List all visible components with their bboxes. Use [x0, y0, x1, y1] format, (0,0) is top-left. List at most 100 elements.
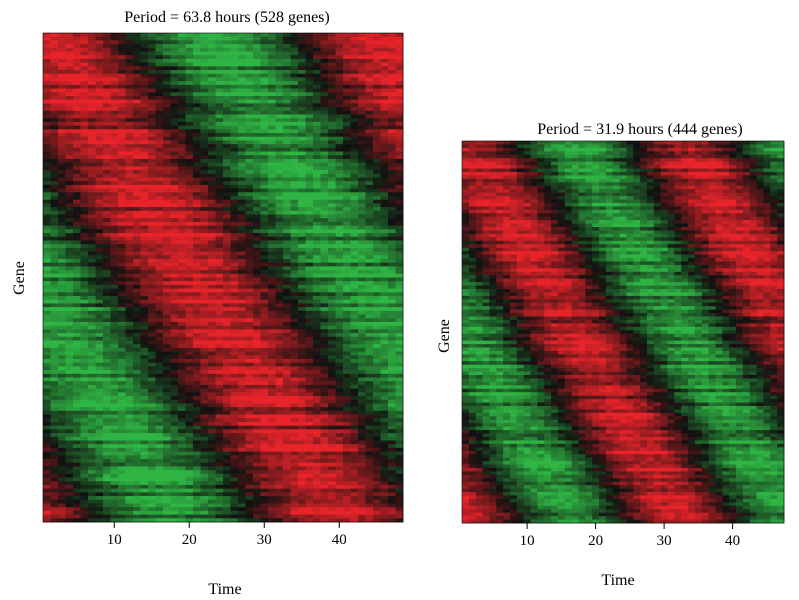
heatmap-cell: [245, 99, 254, 104]
heatmap-cell: [358, 366, 366, 371]
heatmap-cell: [125, 396, 134, 401]
heatmap-cell: [305, 62, 314, 67]
heatmap-cell: [178, 207, 186, 212]
heatmap-cell: [380, 181, 389, 186]
heatmap-cell: [275, 233, 284, 238]
heatmap-cell: [290, 199, 299, 204]
heatmap-cell: [373, 81, 381, 86]
heatmap-cell: [80, 99, 89, 104]
heatmap-cell: [388, 218, 396, 223]
heatmap-cell: [155, 225, 164, 230]
heatmap-cell: [163, 166, 171, 171]
heatmap-cell: [245, 281, 254, 286]
heatmap-cell: [50, 173, 59, 178]
heatmap-cell: [50, 36, 59, 41]
heatmap-cell: [380, 218, 389, 223]
heatmap-cell: [208, 396, 216, 401]
heatmap-cell: [50, 318, 59, 323]
heatmap-cell: [215, 36, 224, 41]
heatmap-cell: [58, 284, 66, 290]
heatmap-cell: [50, 47, 59, 52]
heatmap-cell: [133, 181, 141, 186]
heatmap-cell: [140, 307, 149, 312]
heatmap-cell: [155, 170, 164, 175]
heatmap-cell: [223, 40, 231, 45]
heatmap-cell: [388, 95, 396, 101]
heatmap-cell: [283, 118, 291, 123]
heatmap-cell: [193, 355, 201, 360]
heatmap-cell: [110, 340, 119, 345]
heatmap-cell: [170, 299, 179, 304]
heatmap-cell: [125, 384, 134, 390]
heatmap-cell: [163, 410, 171, 415]
heatmap-cell: [200, 266, 209, 271]
heatmap-cell: [58, 381, 66, 386]
heatmap-cell: [335, 258, 344, 264]
heatmap-cell: [275, 333, 284, 338]
heatmap-cell: [155, 273, 164, 278]
heatmap-cell: [343, 229, 351, 234]
heatmap-cell: [373, 84, 381, 89]
heatmap-cell: [185, 359, 194, 364]
heatmap-cell: [140, 207, 149, 212]
heatmap-cell: [148, 51, 156, 56]
heatmap-cell: [73, 66, 81, 71]
heatmap-cell: [328, 88, 336, 93]
heatmap-cell: [185, 62, 194, 67]
heatmap-cell: [245, 114, 254, 119]
heatmap-cell: [343, 236, 351, 241]
heatmap-cell: [193, 214, 201, 219]
heatmap-cell: [388, 55, 396, 60]
heatmap-cell: [260, 158, 269, 164]
heatmap-cell: [133, 133, 141, 138]
heatmap-cell: [245, 403, 254, 408]
heatmap-cell: [223, 62, 231, 67]
heatmap-cell: [358, 155, 366, 160]
heatmap-cell: [208, 299, 216, 304]
heatmap-cell: [380, 88, 389, 93]
heatmap-cell: [95, 173, 104, 178]
heatmap-cell: [125, 44, 134, 49]
heatmap-cell: [275, 344, 284, 349]
heatmap-cell: [185, 77, 194, 82]
heatmap-cell: [335, 225, 344, 230]
heatmap-cell: [283, 340, 291, 345]
heatmap-cell: [170, 381, 179, 386]
heatmap-cell: [388, 144, 396, 149]
heatmap-cell: [305, 36, 314, 41]
heatmap-cell: [155, 299, 164, 304]
heatmap-cell: [73, 173, 81, 178]
heatmap-cell: [65, 292, 74, 297]
heatmap-cell: [110, 214, 119, 219]
heatmap-cell: [395, 284, 404, 290]
heatmap-cell: [200, 359, 209, 364]
heatmap-cell: [58, 188, 66, 193]
heatmap-cell: [43, 207, 51, 212]
heatmap-cell: [305, 144, 314, 149]
heatmap-cell: [335, 414, 344, 419]
heatmap-cell: [200, 81, 209, 86]
heatmap-cell: [373, 414, 381, 419]
heatmap-cell: [305, 340, 314, 345]
heatmap-cell: [275, 110, 284, 115]
heatmap-cell: [388, 44, 396, 49]
heatmap-cell: [380, 203, 389, 208]
heatmap-cell: [395, 347, 404, 352]
heatmap-cell: [73, 244, 81, 249]
heatmap-cell: [140, 88, 149, 93]
heatmap-cell: [268, 233, 276, 238]
heatmap-cell: [275, 340, 284, 345]
heatmap-cell: [260, 251, 269, 256]
heatmap-cell: [358, 95, 366, 101]
heatmap-cell: [253, 147, 261, 152]
heatmap-cell: [335, 333, 344, 338]
heatmap-cell: [193, 155, 201, 160]
heatmap-cell: [170, 314, 179, 319]
heatmap-cell: [320, 258, 329, 264]
heatmap-cell: [320, 84, 329, 89]
heatmap-cell: [50, 292, 59, 297]
heatmap-cell: [230, 210, 239, 215]
heatmap-cell: [343, 36, 351, 41]
heatmap-cell: [80, 277, 89, 282]
heatmap-cell: [88, 114, 96, 119]
